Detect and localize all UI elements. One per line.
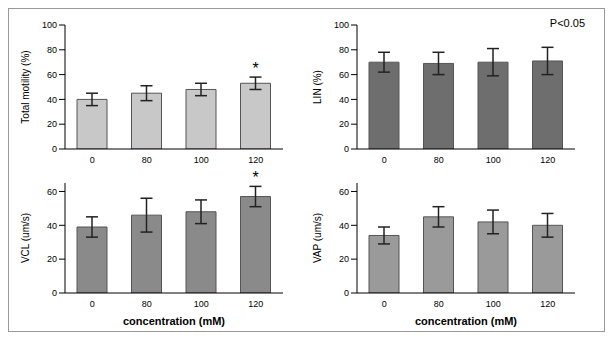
svg-text:concentration (mM): concentration (mM) [415, 315, 517, 327]
svg-text:80: 80 [142, 299, 152, 309]
svg-text:0: 0 [90, 299, 95, 309]
svg-text:100: 100 [334, 20, 349, 30]
svg-text:40: 40 [47, 95, 57, 105]
svg-text:*: * [252, 60, 258, 77]
svg-text:120: 120 [540, 155, 555, 165]
svg-text:0: 0 [52, 144, 57, 154]
svg-text:0: 0 [344, 144, 349, 154]
svg-text:0: 0 [382, 299, 387, 309]
svg-text:100: 100 [486, 299, 501, 309]
svg-text:80: 80 [47, 45, 57, 55]
svg-text:concentration (mM): concentration (mM) [123, 315, 225, 327]
svg-text:LIN (%): LIN (%) [312, 70, 323, 104]
svg-text:0: 0 [90, 155, 95, 165]
svg-text:80: 80 [434, 299, 444, 309]
svg-text:60: 60 [47, 187, 57, 197]
svg-text:60: 60 [339, 70, 349, 80]
svg-text:100: 100 [486, 155, 501, 165]
svg-text:0: 0 [382, 155, 387, 165]
svg-text:0: 0 [52, 288, 57, 298]
html-text:P<0.05: P<0.05 [549, 17, 585, 29]
svg-text:40: 40 [339, 95, 349, 105]
svg-text:60: 60 [339, 187, 349, 197]
svg-text:20: 20 [47, 254, 57, 264]
svg-text:0: 0 [344, 288, 349, 298]
svg-text:120: 120 [248, 299, 263, 309]
svg-text:VCL (um/s): VCL (um/s) [20, 213, 31, 263]
svg-text:VAP (um/s): VAP (um/s) [312, 213, 323, 263]
svg-text:20: 20 [339, 254, 349, 264]
svg-text:20: 20 [47, 119, 57, 129]
svg-text:Total motility (%): Total motility (%) [20, 50, 31, 123]
svg-text:40: 40 [47, 221, 57, 231]
svg-text:20: 20 [339, 119, 349, 129]
svg-text:80: 80 [339, 45, 349, 55]
svg-text:100: 100 [194, 155, 209, 165]
svg-text:120: 120 [248, 155, 263, 165]
svg-text:80: 80 [434, 155, 444, 165]
svg-text:100: 100 [42, 20, 57, 30]
svg-text:60: 60 [47, 70, 57, 80]
svg-text:80: 80 [142, 155, 152, 165]
svg-text:*: * [252, 169, 258, 186]
svg-text:40: 40 [339, 221, 349, 231]
svg-text:120: 120 [540, 299, 555, 309]
svg-text:100: 100 [194, 299, 209, 309]
